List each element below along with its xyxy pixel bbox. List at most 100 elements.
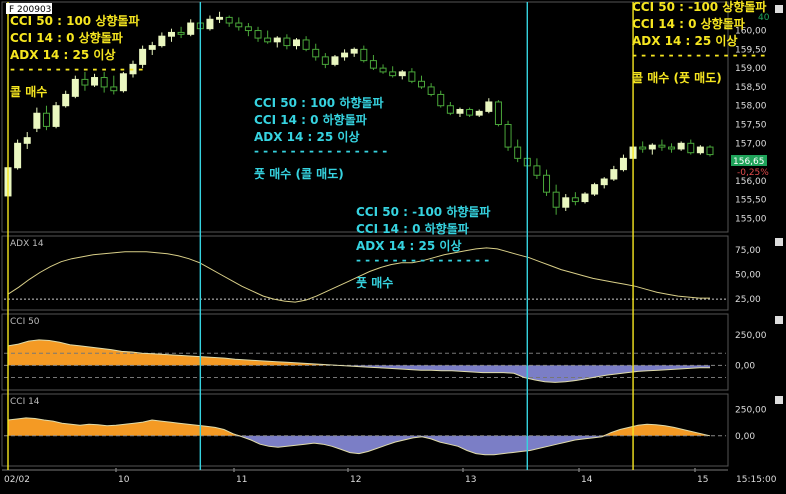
candle-body (677, 142, 685, 150)
adx-tick-label: 75,00 (735, 246, 761, 256)
cci14-panel (1, 393, 729, 467)
cci50-negative-area (8, 365, 710, 383)
cci50-tick-label: 250,00 (735, 331, 767, 341)
candle-body (14, 142, 22, 169)
candle-body (71, 78, 79, 97)
candle-body (302, 39, 310, 50)
candle-body (379, 67, 387, 73)
annotation-line: CCI 14 : 0 상향돌파 (10, 30, 123, 45)
candle-body (139, 48, 147, 65)
price-tick-label: 155,50 (735, 196, 767, 206)
x-tick-label: 11 (236, 475, 247, 485)
candle-body (177, 31, 185, 35)
price-tick-label: 159,50 (735, 45, 767, 55)
candle-body (23, 137, 31, 144)
cci50-label: CCI 50 (10, 317, 40, 327)
indicator-lines (7, 247, 711, 456)
x-tick-label: 13 (465, 475, 476, 485)
current-price-box (731, 155, 767, 166)
annotation-line: CCI 14 : 0 상향돌파 (632, 16, 745, 31)
candle-body (254, 30, 262, 39)
annotation-line: 풋 매수 (356, 275, 393, 290)
cci50-panel (1, 313, 729, 391)
grid-lines (2, 298, 728, 472)
candle-body (235, 22, 243, 28)
candle-body (552, 191, 560, 208)
candle-body (591, 184, 599, 195)
annotation-line: 콜 매수 (10, 84, 47, 99)
candle-body (360, 48, 368, 62)
candle-body (494, 101, 502, 126)
change-pct: -0,25% (737, 168, 769, 178)
scroll-up-button[interactable] (775, 5, 783, 13)
x-tick-label: 02/02 (4, 475, 30, 485)
candle-body (91, 77, 99, 86)
price-tick-label: 159,00 (735, 64, 767, 74)
candle-body (408, 71, 416, 82)
candle-body (543, 174, 551, 193)
candle-body (350, 48, 358, 54)
annotation-line: CCI 50 : -100 하향돌파 (356, 204, 490, 219)
candle-body (331, 56, 339, 65)
cci50-line (7, 339, 710, 383)
adx-panel (1, 235, 729, 311)
candle-body (81, 78, 89, 86)
candle-body (42, 112, 50, 127)
candle-body (341, 52, 349, 58)
cci14-line (7, 417, 711, 456)
annotation-line: ADX 14 : 25 이상 (254, 129, 360, 144)
adx-tick-label: 25,00 (735, 295, 761, 305)
candle-body (466, 108, 474, 116)
current-price: 156,65 (733, 157, 765, 167)
annotation-line: - - - - - - - - - - - - - - - (10, 62, 143, 76)
candle-body (706, 146, 714, 156)
cci50-tick-label: 0,00 (735, 361, 755, 371)
candle-body (533, 165, 541, 176)
candle-body (658, 144, 666, 148)
candle-body (418, 80, 426, 88)
candle-body (514, 146, 522, 159)
candle-body (475, 110, 483, 116)
candle-body (696, 146, 704, 154)
price-tick-label: 156,00 (735, 177, 767, 187)
annotation-line: ADX 14 : 25 이상 (356, 238, 462, 253)
candle-body (600, 178, 608, 186)
candle-body (206, 18, 214, 30)
signal-lines (7, 2, 634, 470)
annotation-line: CCI 50 : 100 하향돌파 (254, 95, 384, 110)
annotation-line: CCI 14 : 0 하향돌파 (254, 112, 367, 127)
candle-body (562, 197, 570, 208)
candle-body (369, 60, 377, 69)
cci50-panel-button[interactable] (775, 316, 783, 324)
axis-labels: 155,00155,50156,00156,50157,00157,50158,… (4, 27, 777, 485)
adx-label: ADX 14 (10, 239, 44, 249)
candle-body (619, 157, 627, 171)
candle-body (33, 112, 41, 129)
candle-body (167, 31, 175, 37)
adx-panel-button[interactable] (775, 238, 783, 246)
x-tick-label: 12 (350, 475, 361, 485)
adx-tick-label: 50,00 (735, 270, 761, 280)
candle-body (187, 22, 195, 35)
annotation-line: - - - - - - - - - - - - - - - (254, 144, 387, 158)
candle-body (668, 146, 676, 150)
cci14-label: CCI 14 (10, 397, 40, 407)
x-tick-label: 14 (581, 475, 593, 485)
candle-body (437, 93, 445, 107)
candle-body (581, 193, 589, 203)
x-tick-label: 15:15:00 (736, 475, 777, 485)
candle-body (129, 63, 137, 75)
candle-body (687, 142, 695, 154)
price-tick-label: 157,50 (735, 121, 767, 131)
candle-body (292, 39, 300, 47)
price-top-partial: 40 (758, 13, 770, 23)
symbol-label: F 200903 (9, 5, 51, 15)
candle-body (485, 101, 493, 112)
price-tick-label: 158,00 (735, 102, 767, 112)
cci50-positive-area (8, 339, 710, 366)
candle-body (52, 105, 60, 127)
x-tick-label: 10 (118, 475, 130, 485)
cci14-panel-button[interactable] (775, 396, 783, 404)
